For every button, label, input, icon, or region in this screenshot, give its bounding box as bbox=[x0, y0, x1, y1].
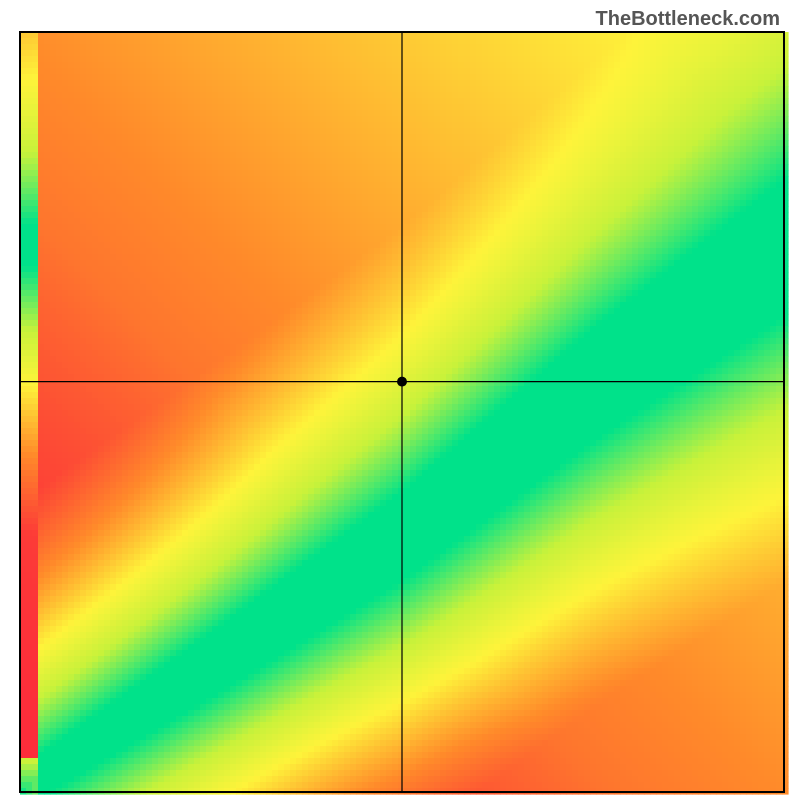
crosshair-marker bbox=[397, 377, 407, 387]
bottleneck-heatmap-chart: TheBottleneck.com bbox=[0, 0, 800, 800]
watermark-text: TheBottleneck.com bbox=[596, 8, 780, 31]
heatmap-pixels bbox=[20, 32, 789, 795]
heatmap-svg bbox=[0, 0, 800, 800]
